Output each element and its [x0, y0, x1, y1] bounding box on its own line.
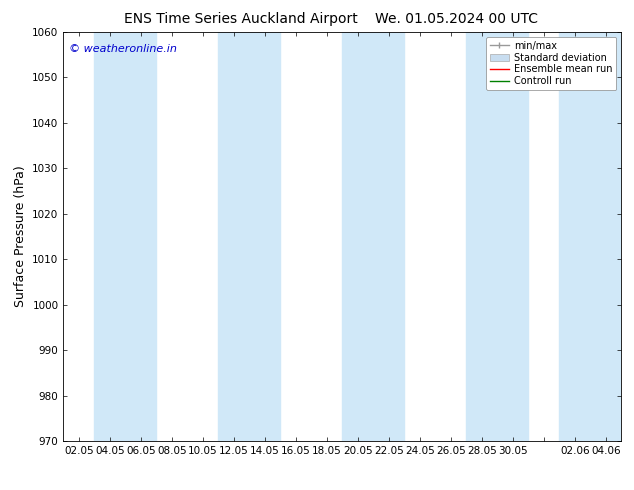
Y-axis label: Surface Pressure (hPa): Surface Pressure (hPa) — [14, 166, 27, 307]
Bar — [559, 32, 621, 441]
Bar — [467, 32, 528, 441]
Text: We. 01.05.2024 00 UTC: We. 01.05.2024 00 UTC — [375, 12, 538, 26]
Bar — [218, 32, 280, 441]
Bar — [94, 32, 157, 441]
Text: ENS Time Series Auckland Airport: ENS Time Series Auckland Airport — [124, 12, 358, 26]
Text: © weatheronline.in: © weatheronline.in — [69, 44, 177, 54]
Legend: min/max, Standard deviation, Ensemble mean run, Controll run: min/max, Standard deviation, Ensemble me… — [486, 37, 616, 90]
Bar — [342, 32, 404, 441]
